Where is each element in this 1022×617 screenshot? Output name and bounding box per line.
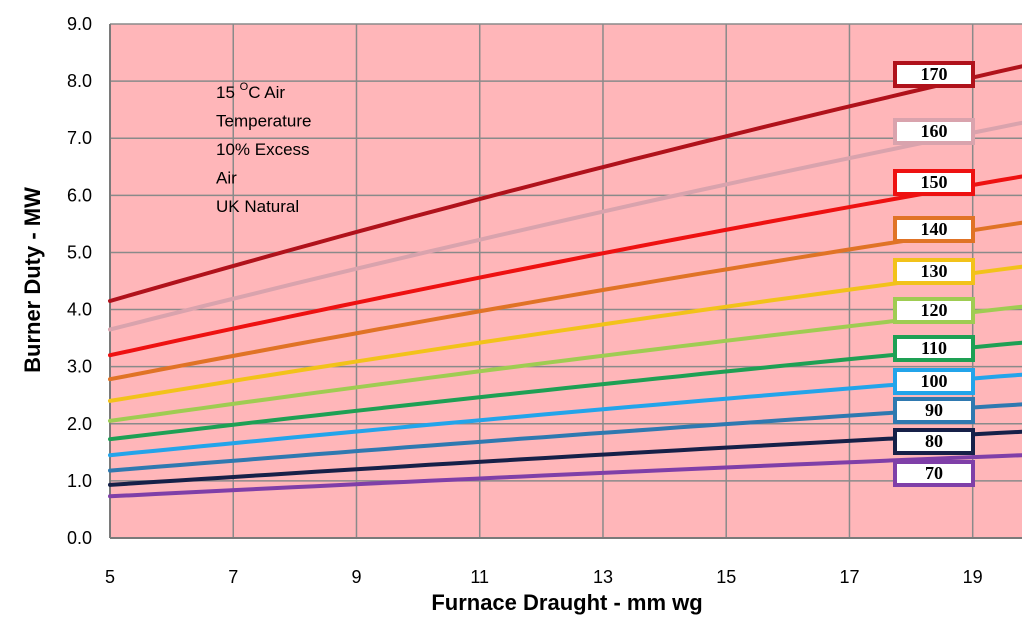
y-tick-label: 5.0 — [67, 242, 92, 262]
series-line-90 — [108, 402, 1022, 473]
series-line-80 — [108, 429, 1022, 487]
x-axis-title: Furnace Draught - mm wg — [431, 590, 702, 615]
y-tick-label: 9.0 — [67, 14, 92, 34]
y-tick-label: 1.0 — [67, 471, 92, 491]
y-tick-label: 3.0 — [67, 357, 92, 377]
series-line-160 — [108, 120, 1022, 332]
series-label-text: 140 — [921, 219, 948, 239]
x-tick-label: 7 — [228, 567, 238, 587]
y-tick-label: 0.0 — [67, 528, 92, 548]
plot-area — [110, 24, 1022, 538]
series-label-text: 90 — [925, 400, 943, 420]
series-label-text: 130 — [921, 261, 948, 281]
series-label-90: 90 — [893, 397, 975, 424]
series-label-140: 140 — [893, 216, 975, 243]
x-tick-label: 13 — [593, 567, 613, 587]
series-line-130 — [108, 264, 1022, 403]
series-label-160: 160 — [893, 118, 975, 145]
y-tick-label: 4.0 — [67, 300, 92, 320]
series-label-text: 80 — [925, 431, 943, 451]
series-label-120: 120 — [893, 297, 975, 324]
series-label-80: 80 — [893, 428, 975, 455]
x-tick-label: 5 — [105, 567, 115, 587]
series-line-100 — [108, 372, 1022, 458]
annotation-line: 15 OC Air — [216, 81, 285, 102]
series-label-170: 170 — [893, 61, 975, 88]
series-label-70: 70 — [893, 460, 975, 487]
y-tick-label: 6.0 — [67, 185, 92, 205]
series-line-150 — [108, 174, 1022, 358]
x-tick-label: 17 — [839, 567, 859, 587]
series-label-130: 130 — [893, 258, 975, 285]
x-tick-label: 19 — [963, 567, 983, 587]
series-line-170 — [108, 64, 1022, 303]
series-line-120 — [108, 304, 1022, 423]
series-label-text: 170 — [921, 64, 948, 84]
x-tick-label: 9 — [351, 567, 361, 587]
annotation-line: 10% Excess — [216, 140, 310, 159]
series-label-110: 110 — [893, 335, 975, 362]
x-tick-label: 15 — [716, 567, 736, 587]
annotation-line: UK Natural — [216, 197, 299, 216]
series-label-text: 70 — [925, 463, 943, 483]
annotation-line: Temperature — [216, 112, 311, 131]
series-label-text: 120 — [921, 300, 948, 320]
y-tick-label: 7.0 — [67, 128, 92, 148]
series-label-text: 150 — [921, 172, 948, 192]
annotation-line: Air — [216, 169, 237, 188]
series-label-100: 100 — [893, 368, 975, 395]
x-tick-label: 11 — [470, 567, 489, 587]
series-label-150: 150 — [893, 169, 975, 196]
series-label-text: 100 — [921, 371, 948, 391]
series-line-110 — [108, 340, 1022, 442]
y-axis-title: Burner Duty - MW — [20, 187, 45, 373]
y-tick-label: 8.0 — [67, 71, 92, 91]
series-label-text: 160 — [921, 121, 948, 141]
y-tick-label: 2.0 — [67, 414, 92, 434]
series-line-140 — [108, 220, 1022, 382]
series-line-70 — [108, 453, 1022, 499]
series-label-text: 110 — [921, 338, 947, 358]
